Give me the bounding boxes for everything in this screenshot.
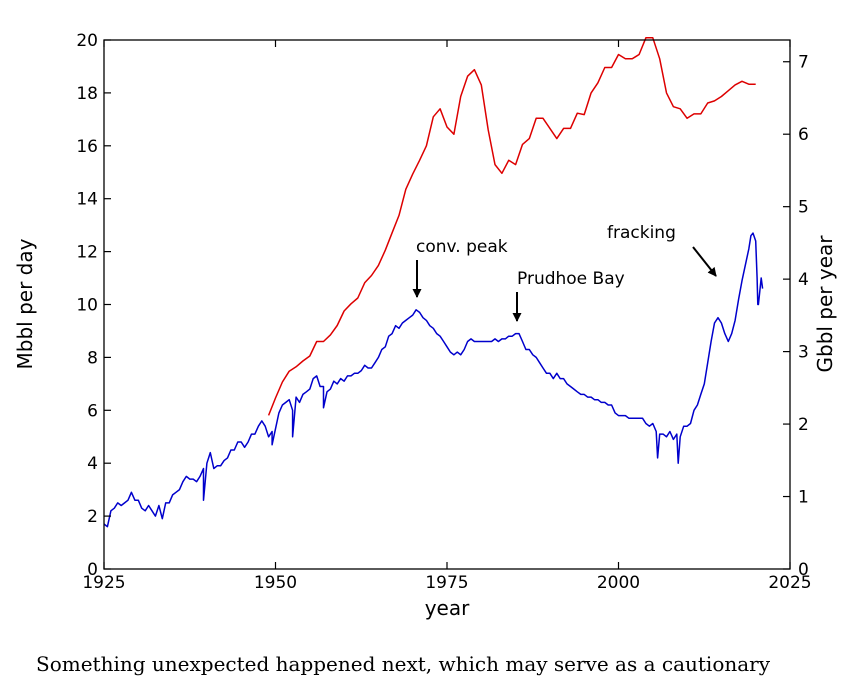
- y-tick-label: 20: [76, 31, 98, 51]
- y-tick-label: 8: [87, 348, 98, 368]
- y2-tick-label: 3: [798, 343, 809, 363]
- body-text-caption: Something unexpected happened next, whic…: [36, 652, 771, 676]
- annotation-fracking-arrow: [692, 246, 717, 277]
- x-tick-label: 1975: [425, 573, 468, 593]
- y-tick-label: 10: [76, 296, 98, 316]
- x-axis-title: year: [425, 596, 470, 620]
- annotations: conv. peak Prudhoe Bay fracking: [412, 223, 717, 322]
- annotation-fracking: fracking: [607, 223, 676, 243]
- annotation-conv-peak: conv. peak: [416, 237, 508, 257]
- y2-tick-label: 2: [798, 415, 809, 435]
- x-tick-label: 2000: [597, 573, 640, 593]
- y-tick-label: 0: [87, 560, 98, 580]
- y-axis-left-ticks: 0 2 4 6 8 10 12 14 16 18 20: [76, 31, 111, 580]
- y2-tick-label: 4: [798, 270, 809, 290]
- y-tick-label: 12: [76, 243, 98, 263]
- y-axis-right-ticks: 0 1 2 3 4 5 6 7: [783, 53, 809, 580]
- series-layer: [103, 37, 764, 528]
- y-tick-label: 4: [87, 454, 98, 474]
- x-tick-label: 1950: [254, 573, 297, 593]
- y2-tick-label: 0: [798, 560, 809, 580]
- y-tick-label: 18: [76, 84, 98, 104]
- y2-tick-label: 7: [798, 53, 809, 73]
- y-tick-label: 14: [76, 190, 98, 210]
- annotation-prudhoe-bay: Prudhoe Bay: [517, 269, 625, 289]
- y-axis-right-title: Gbbl per year: [813, 235, 837, 373]
- series-line-gbbl-per-year: [267, 37, 756, 416]
- x-tick-label: 1925: [82, 573, 125, 593]
- plot-frame: [103, 39, 791, 570]
- y2-tick-label: 6: [798, 125, 809, 145]
- y-tick-label: 2: [87, 507, 98, 527]
- y-axis-left-title: Mbbl per day: [13, 238, 37, 369]
- y2-tick-label: 1: [798, 488, 809, 508]
- x-tick-label: 2025: [768, 573, 811, 593]
- y-tick-label: 6: [87, 401, 98, 421]
- x-axis-ticks: 1925 1950 1975 2000 2025: [82, 40, 812, 593]
- y-tick-label: 16: [76, 137, 98, 157]
- series-line-mbbl-per-day: [103, 232, 764, 528]
- y2-tick-label: 5: [798, 198, 809, 218]
